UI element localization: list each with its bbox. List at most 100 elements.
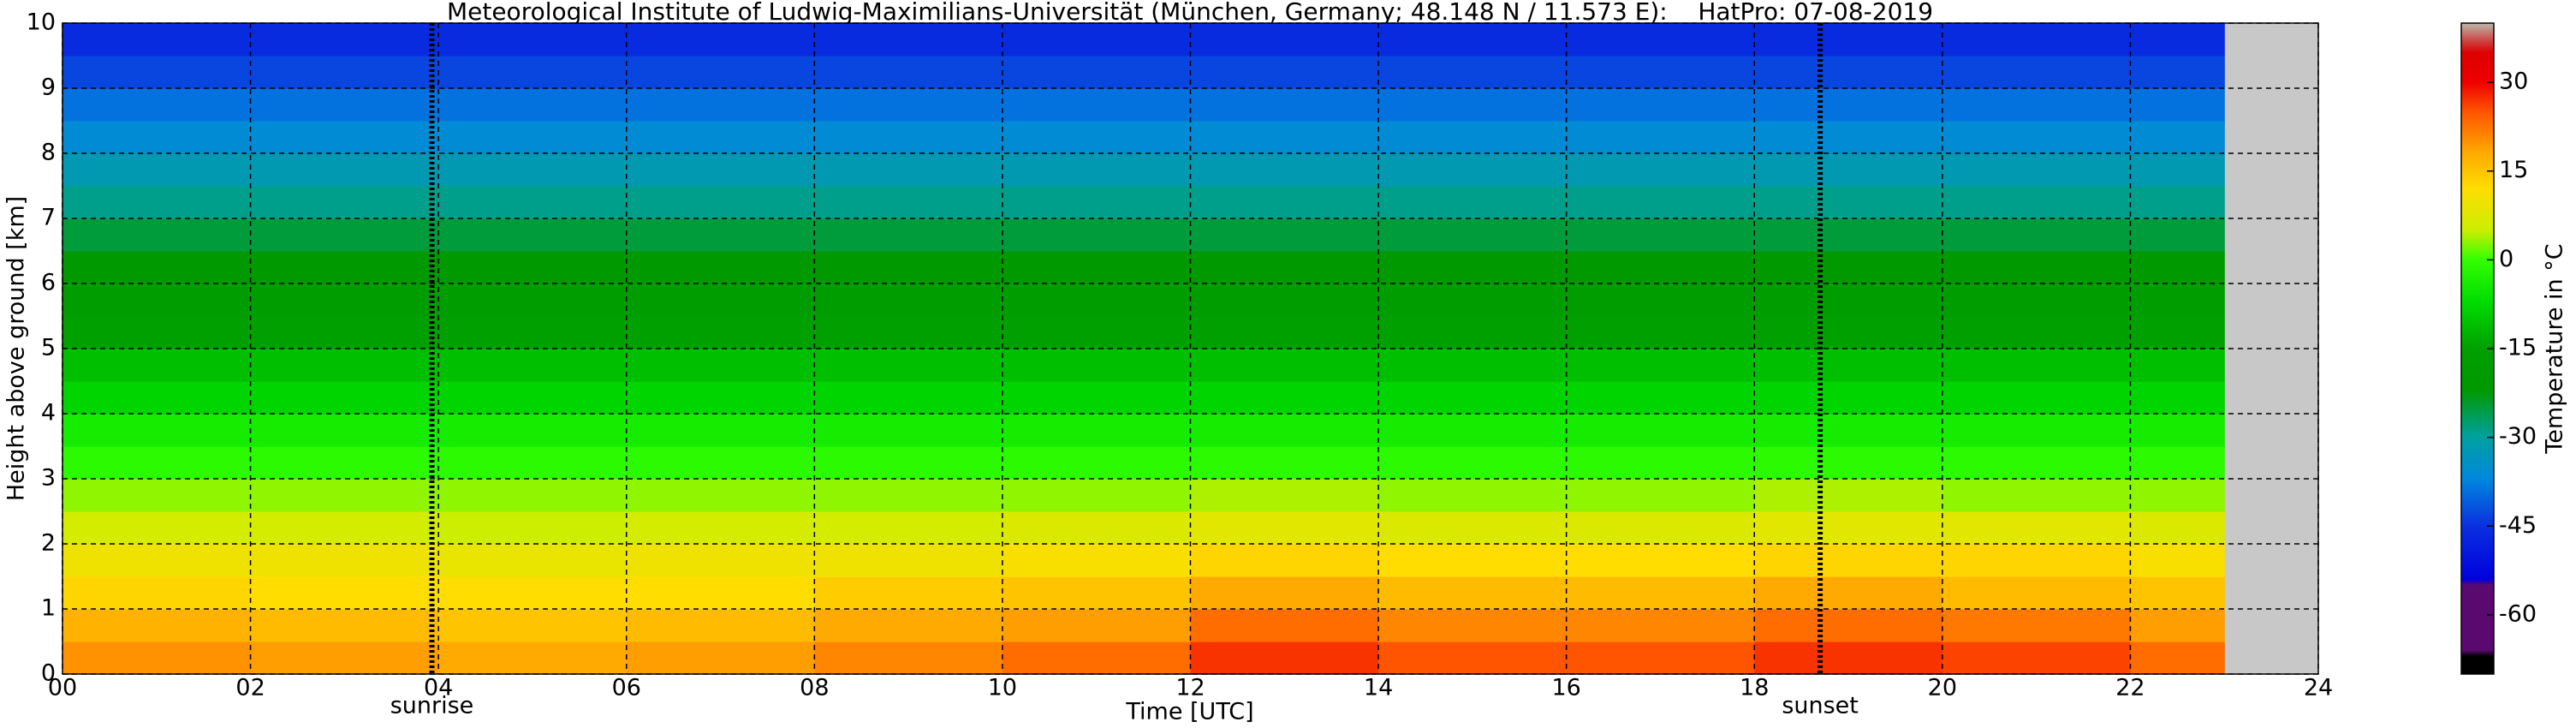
heatmap-cell <box>1002 414 1192 447</box>
heatmap-cell <box>1190 544 1379 577</box>
heatmap-cell <box>1754 316 1943 349</box>
heatmap-cell <box>1190 153 1379 187</box>
heatmap-cell <box>626 88 815 122</box>
heatmap-cell <box>1190 316 1379 349</box>
heatmap-cell <box>1754 446 1943 480</box>
heatmap-cell <box>1378 576 1568 610</box>
heatmap-cell <box>1002 316 1192 349</box>
heatmap-cell <box>1378 609 1568 642</box>
heatmap-cell <box>626 544 815 577</box>
heatmap-cell <box>814 251 1003 284</box>
x-tick-label: 02 <box>235 675 265 701</box>
heatmap-cell <box>1566 609 1755 642</box>
heatmap-cell <box>1190 218 1379 252</box>
heatmap-cell <box>1754 23 1943 57</box>
x-tick-label: 06 <box>612 675 641 701</box>
heatmap-cell <box>1942 511 2132 545</box>
colorbar-tick-label: -60 <box>2499 600 2537 627</box>
heatmap-cell <box>250 576 439 610</box>
heatmap-cell <box>438 283 628 317</box>
heatmap-cell <box>1378 641 1568 675</box>
heatmap-cell <box>626 381 815 415</box>
heatmap-cell <box>1754 609 1943 642</box>
heatmap-cell <box>814 316 1003 349</box>
heatmap-cell <box>1566 641 1755 675</box>
heatmap-cell <box>1754 381 1943 415</box>
heatmap-cell <box>1002 381 1192 415</box>
heatmap-cell <box>1566 218 1755 252</box>
heatmap-cell <box>626 641 815 675</box>
heatmap-cell <box>438 544 628 577</box>
heatmap-cell <box>1002 283 1192 317</box>
heatmap-cell <box>1190 186 1379 219</box>
heatmap-cell <box>250 641 439 675</box>
heatmap-cell <box>1002 88 1192 122</box>
heatmap-cell <box>2130 609 2225 642</box>
heatmap-cell <box>438 479 628 512</box>
heatmap-cell <box>1378 153 1568 187</box>
heatmap-cell <box>62 186 252 219</box>
heatmap-cell <box>62 414 252 447</box>
heatmap-cell <box>1378 414 1568 447</box>
heatmap-cell <box>1002 218 1192 252</box>
heatmap-cell <box>1754 218 1943 252</box>
heatmap-cell <box>2130 251 2225 284</box>
heatmap-cell <box>250 544 439 577</box>
heatmap-cell <box>814 56 1003 89</box>
heatmap-cell <box>1754 479 1943 512</box>
heatmap-cell <box>1566 544 1755 577</box>
x-tick-label: 00 <box>48 675 77 701</box>
heatmap-cell <box>1002 56 1192 89</box>
x-tick-label: 12 <box>1175 675 1205 701</box>
heatmap-cell <box>1942 349 2132 382</box>
colorbar-tick-label: 30 <box>2499 69 2528 95</box>
colorbar-tick-label: 0 <box>2499 246 2514 272</box>
heatmap-cell <box>814 283 1003 317</box>
heatmap-cell <box>2130 381 2225 415</box>
heatmap-cell <box>1942 186 2132 219</box>
heatmap-cell <box>1002 609 1192 642</box>
heatmap-cell <box>626 186 815 219</box>
heatmap-cell <box>1378 446 1568 480</box>
heatmap-cell <box>2130 479 2225 512</box>
heatmap-cell <box>62 641 252 675</box>
y-tick-label: 6 <box>41 270 56 296</box>
colorbar-tick-label: -15 <box>2499 335 2537 361</box>
heatmap-cell <box>626 218 815 252</box>
heatmap-cell <box>1754 349 1943 382</box>
heatmap-cell <box>1002 544 1192 577</box>
heatmap-cell <box>438 121 628 154</box>
heatmap-cell <box>814 479 1003 512</box>
heatmap-cell <box>1378 121 1568 154</box>
heatmap-cell <box>814 609 1003 642</box>
heatmap-cell <box>1378 283 1568 317</box>
heatmap-cell <box>1190 251 1379 284</box>
y-tick-label: 10 <box>27 9 56 36</box>
heatmap-cell <box>438 511 628 545</box>
colorbar-tick-label: -30 <box>2499 423 2537 450</box>
heatmap-cell <box>1942 121 2132 154</box>
heatmap-cell <box>62 446 252 480</box>
heatmap-cell <box>1378 23 1568 57</box>
heatmap-cell <box>1942 544 2132 577</box>
x-tick-label: 22 <box>2115 675 2145 701</box>
y-tick-label: 1 <box>41 595 56 622</box>
heatmap-cell <box>438 56 628 89</box>
x-tick-label: 18 <box>1740 675 1769 701</box>
heatmap-cell <box>250 121 439 154</box>
heatmap-cell <box>438 153 628 187</box>
heatmap-cell <box>438 641 628 675</box>
heatmap-cell <box>814 576 1003 610</box>
heatmap-cell <box>814 414 1003 447</box>
heatmap-cell <box>438 316 628 349</box>
heatmap-cell <box>1942 479 2132 512</box>
heatmap-cell <box>2130 414 2225 447</box>
heatmap-cell <box>62 609 252 642</box>
heatmap-cell <box>1566 186 1755 219</box>
heatmap-cell <box>2130 544 2225 577</box>
y-tick-label: 8 <box>41 140 56 166</box>
heatmap-cell <box>1002 251 1192 284</box>
heatmap-cell <box>1942 316 2132 349</box>
heatmap-cell <box>1002 121 1192 154</box>
heatmap-cell <box>62 88 252 122</box>
